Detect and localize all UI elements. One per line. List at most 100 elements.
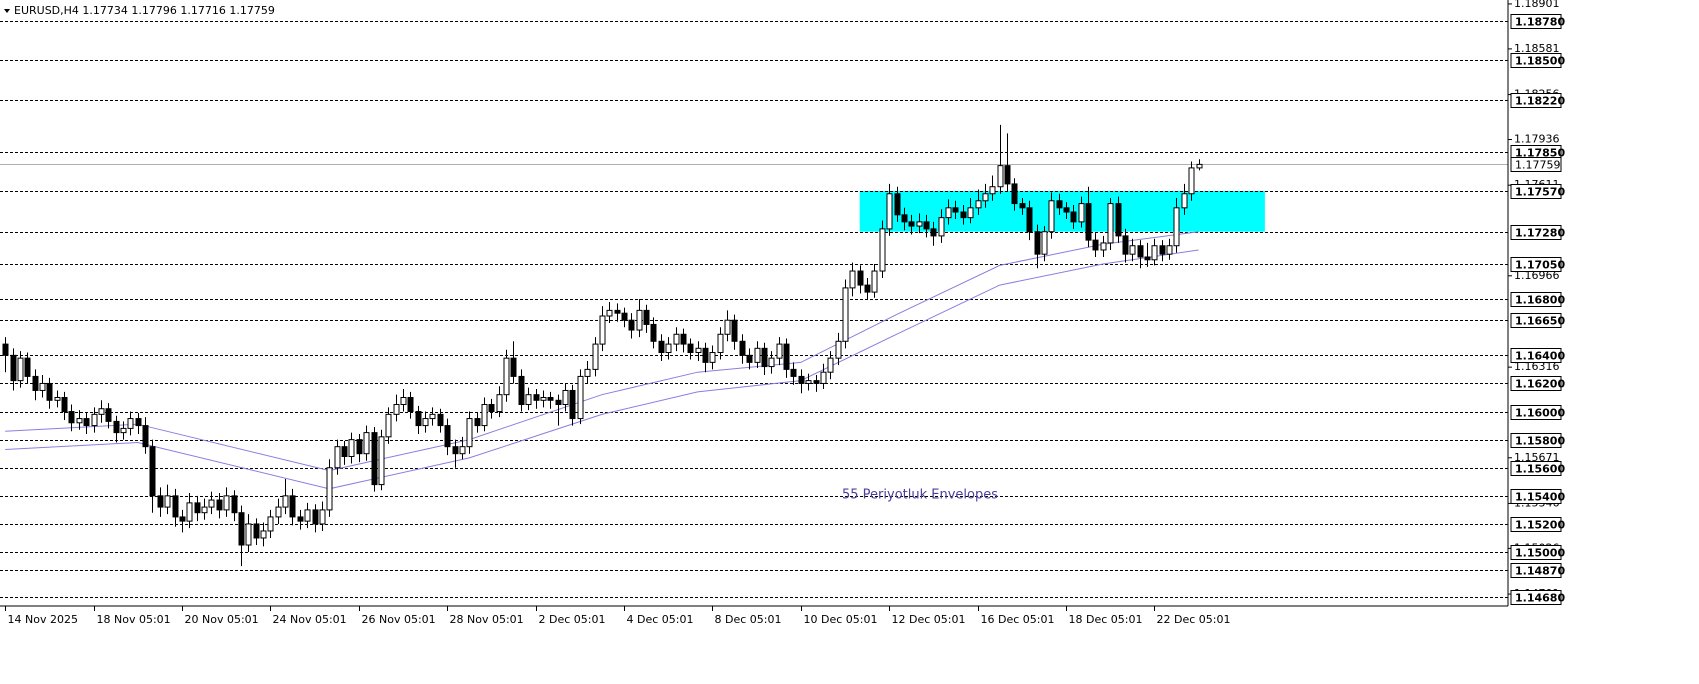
candle-body <box>923 221 930 230</box>
candle-body <box>717 333 724 354</box>
current-price-label: 1.17759 <box>1515 159 1561 172</box>
candle-body <box>864 284 871 293</box>
candle-body <box>319 509 326 525</box>
level-label-box <box>1510 93 1562 108</box>
candle-body <box>371 432 378 486</box>
candle-body <box>636 309 643 331</box>
candle-body <box>643 309 650 325</box>
candle-body <box>975 200 982 209</box>
candle-body <box>474 418 481 427</box>
y-tick-label: 1.17936 <box>1514 133 1560 146</box>
x-tick-label: 14 Nov 2025 <box>8 613 78 626</box>
y-tick-label: 1.16316 <box>1514 360 1560 373</box>
candle-body <box>348 439 355 458</box>
candle-body <box>385 413 392 438</box>
candle-body <box>525 394 532 406</box>
level-label-box <box>1510 225 1562 240</box>
envelope-line <box>5 249 1199 490</box>
candle-body <box>437 413 444 427</box>
candle-body <box>1115 203 1122 237</box>
candle-body <box>297 516 304 522</box>
candle-body <box>901 214 908 223</box>
candle-body <box>91 413 98 427</box>
menu-arrow[interactable] <box>4 9 10 13</box>
candle-body <box>83 418 90 427</box>
candle-body <box>466 418 473 448</box>
candle-body <box>186 502 193 522</box>
candle-body <box>1188 167 1195 195</box>
candle-body <box>820 371 827 384</box>
level-label: 1.18500 <box>1515 55 1565 68</box>
candle-body <box>378 436 385 486</box>
level-label: 1.16800 <box>1515 294 1565 307</box>
x-tick-label: 18 Dec 05:01 <box>1069 613 1143 626</box>
candle-body <box>916 221 923 227</box>
candle-body <box>702 347 709 363</box>
candle-body <box>908 221 915 227</box>
level-label-box <box>1510 14 1562 29</box>
candle-body <box>208 499 215 508</box>
candle-body <box>54 396 61 401</box>
candle-body <box>312 509 319 525</box>
candle-body <box>569 389 576 420</box>
candle-body <box>1100 242 1107 251</box>
candle-body <box>238 512 245 546</box>
candle-body <box>1173 207 1180 247</box>
x-tick-label: 10 Dec 05:01 <box>804 613 878 626</box>
candle-body <box>481 404 488 427</box>
candle-body <box>1137 245 1144 258</box>
candle-body <box>326 467 333 511</box>
candle-body <box>164 495 171 508</box>
candle-body <box>1129 245 1136 255</box>
candle-body <box>790 368 797 377</box>
y-tick-label: 1.15671 <box>1514 451 1560 464</box>
candle-body <box>1159 245 1166 255</box>
candle-body <box>149 446 156 497</box>
candle-body <box>2 343 9 356</box>
candle-body <box>275 506 282 518</box>
candle-body <box>267 516 274 532</box>
candle-body <box>680 333 687 345</box>
level-label: 1.16400 <box>1515 350 1565 363</box>
candle-body <box>1019 203 1026 209</box>
level-label-box <box>1510 563 1562 578</box>
candle-body <box>533 394 540 401</box>
candle-body <box>10 354 17 382</box>
level-label-box <box>1510 433 1562 448</box>
level-label: 1.16650 <box>1515 315 1565 328</box>
candle-body <box>1085 203 1092 241</box>
candle-body <box>827 357 834 373</box>
candle-body <box>886 193 893 230</box>
candle-body <box>857 270 864 286</box>
candle-body <box>606 309 613 317</box>
candle-body <box>805 380 812 384</box>
candle-body <box>76 418 83 424</box>
candle-body <box>614 309 621 314</box>
candle-body <box>400 396 407 406</box>
candle-body <box>599 315 606 345</box>
level-label-box <box>1510 348 1562 363</box>
candle-body <box>444 425 451 448</box>
level-label: 1.14680 <box>1515 592 1565 605</box>
candle-body <box>754 347 761 363</box>
candle-body <box>113 420 120 434</box>
candle-body <box>1026 207 1033 233</box>
candle-body <box>201 506 208 514</box>
y-tick-label: 1.16966 <box>1514 269 1560 282</box>
candle-body <box>363 432 370 455</box>
level-label: 1.17850 <box>1515 147 1565 160</box>
level-label: 1.18220 <box>1515 95 1565 108</box>
candle-body <box>135 418 142 427</box>
level-label-box <box>1510 405 1562 420</box>
level-label: 1.17570 <box>1515 186 1565 199</box>
candle-body <box>731 319 738 342</box>
candle-body <box>967 207 974 219</box>
candle-body <box>68 411 75 424</box>
level-label: 1.15400 <box>1515 491 1565 504</box>
level-label-box <box>1510 461 1562 476</box>
level-label: 1.18780 <box>1515 16 1565 29</box>
candle-body <box>282 495 289 508</box>
